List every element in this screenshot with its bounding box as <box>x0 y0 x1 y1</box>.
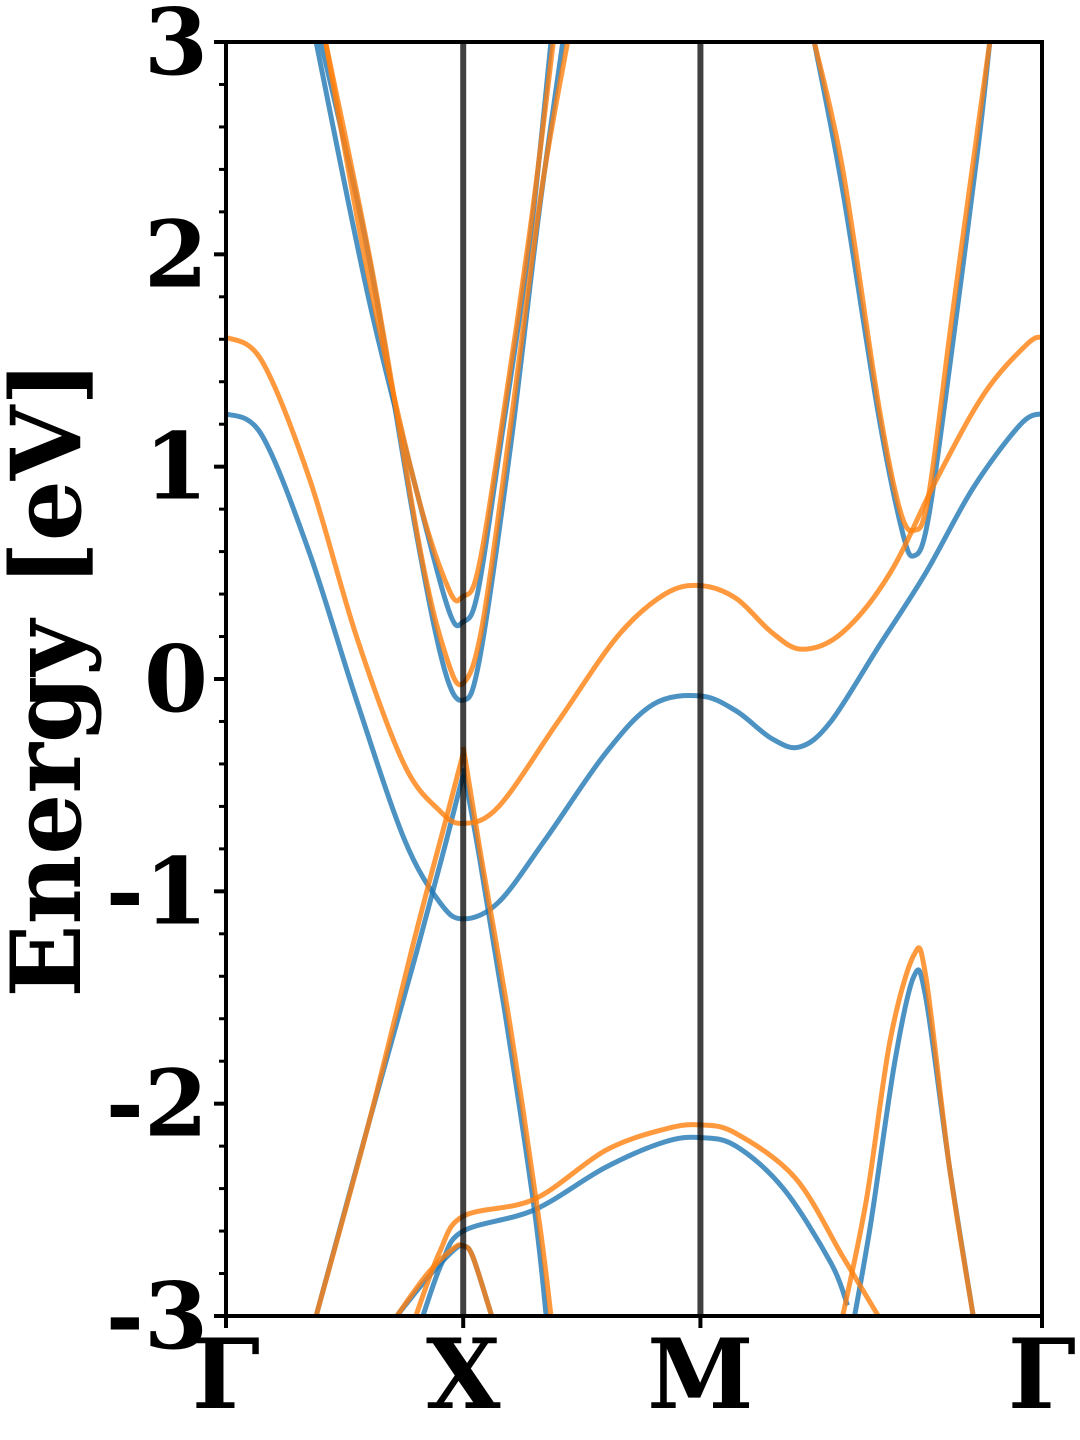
y-axis-label: Energy [eV] <box>0 360 103 997</box>
bands-layer <box>226 42 1042 1316</box>
series-1-band-6 <box>413 1122 881 1316</box>
series-0-band-6 <box>420 1134 850 1316</box>
y-tick-label-4: -1 <box>106 837 208 945</box>
x-tick-label-1: X <box>426 1318 501 1431</box>
ticks-layer <box>214 40 1044 1328</box>
y-tick-label-1: 2 <box>144 200 208 308</box>
series-0-band-0 <box>226 411 1042 922</box>
x-tick-label-0: Γ <box>192 1318 260 1431</box>
series-1-band-7 <box>840 945 976 1316</box>
series-1-band-0 <box>226 334 1042 826</box>
series-0-band-3 <box>460 767 549 1316</box>
series-0-band-8 <box>811 42 993 559</box>
series-1-band-1 <box>323 42 556 604</box>
x-tick-label-2: M <box>647 1318 753 1431</box>
x-tick-label-3: Γ <box>1008 1318 1076 1431</box>
y-tick-label-5: -2 <box>106 1050 208 1158</box>
series-0-band-2 <box>318 42 566 703</box>
series-1-band-8 <box>811 42 993 534</box>
series-1-band-3 <box>460 746 554 1316</box>
y-tick-label-3: 0 <box>144 625 208 733</box>
y-tick-label-0: 3 <box>144 0 208 96</box>
y-tick-label-2: 1 <box>144 413 208 521</box>
series-1-band-4 <box>313 752 466 1316</box>
series-1-band-5 <box>394 1242 495 1316</box>
vlines-layer <box>460 42 704 1316</box>
y-tick-label-6: -3 <box>106 1262 208 1370</box>
